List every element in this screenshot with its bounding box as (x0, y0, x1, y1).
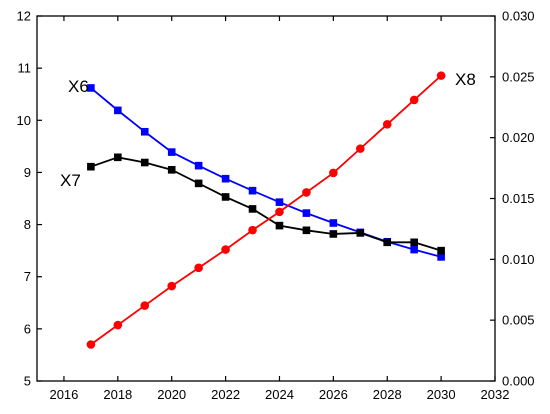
y2-tick-label: 0.030 (502, 9, 535, 24)
x-tick-label: 2016 (49, 387, 78, 402)
data-point-x8 (140, 301, 150, 310)
data-point-x7 (167, 166, 176, 174)
data-point-x8 (167, 281, 177, 291)
data-point-x8 (355, 144, 365, 153)
series-layer (86, 71, 446, 349)
data-point-x6 (410, 245, 418, 254)
data-point-x8 (221, 245, 230, 254)
data-point-x8 (436, 71, 446, 80)
data-point-x6 (302, 209, 311, 217)
x-tick-label: 2020 (157, 387, 186, 402)
data-point-x6 (329, 219, 338, 227)
y2-tick-label: 0.005 (502, 313, 535, 328)
data-point-x8 (329, 168, 338, 178)
data-point-x7 (194, 179, 203, 188)
y-tick-label: 5 (24, 374, 31, 389)
series-line-x7 (90, 156, 442, 252)
data-point-x8 (409, 95, 419, 105)
data-point-x6 (194, 161, 203, 170)
data-point-x8 (113, 320, 123, 330)
series-label-x7: X7 (60, 171, 81, 190)
data-point-x7 (275, 221, 284, 230)
data-point-x7 (383, 238, 392, 247)
y-tick-label: 11 (18, 61, 32, 76)
data-point-x6 (221, 174, 230, 183)
data-point-x6 (87, 84, 95, 92)
y-tick-label: 9 (24, 165, 31, 180)
data-point-x7 (410, 238, 418, 247)
x-tick-label: 2028 (373, 387, 402, 402)
data-point-x6 (167, 148, 176, 156)
y-tick-label: 12 (17, 9, 31, 24)
series-line-x6 (90, 87, 442, 258)
data-point-x8 (275, 207, 284, 217)
data-point-x6 (437, 253, 445, 261)
y-tick-label: 10 (17, 113, 31, 128)
data-point-x7 (87, 162, 95, 171)
data-point-x7 (114, 153, 122, 162)
x-tick-label: 2026 (319, 387, 348, 402)
y2-tick-label: 0.025 (502, 69, 535, 84)
x-tick-label: 2024 (265, 387, 294, 402)
series-line-x8 (90, 74, 442, 346)
data-point-x8 (302, 188, 311, 197)
y2-tick-label: 0.000 (502, 374, 535, 389)
series-label-x8: X8 (455, 70, 476, 89)
data-point-x6 (248, 186, 257, 195)
data-point-x7 (248, 205, 257, 213)
x-tick-label: 2030 (427, 387, 456, 402)
data-point-x7 (437, 246, 445, 255)
data-point-x8 (382, 119, 392, 129)
data-point-x7 (329, 230, 338, 238)
data-point-x6 (140, 127, 149, 136)
y-tick-label: 7 (24, 269, 31, 284)
y-tick-label: 8 (24, 217, 31, 232)
data-point-x8 (194, 263, 203, 273)
y2-tick-label: 0.010 (502, 252, 535, 267)
data-point-x7 (140, 158, 149, 167)
data-point-x7 (356, 229, 365, 237)
data-point-x6 (275, 198, 284, 206)
data-point-x8 (248, 225, 257, 235)
y2-tick-label: 0.015 (502, 191, 535, 206)
data-point-x7 (221, 193, 230, 201)
x-tick-label: 2032 (481, 387, 510, 402)
series-label-x6: X6 (68, 77, 89, 96)
x-tick-label: 2018 (103, 387, 132, 402)
y2-tick-label: 0.020 (502, 130, 535, 145)
data-point-x7 (302, 226, 311, 235)
data-point-x8 (86, 340, 96, 349)
plot-frame (36, 15, 496, 382)
data-point-x6 (114, 106, 122, 115)
y-tick-label: 6 (24, 321, 31, 336)
axis-ticks: 2016 2018 2020 2022 2024 2026 2028 2030 2032 5 6 7 8… (17, 9, 535, 403)
x-tick-label: 2022 (211, 387, 240, 402)
